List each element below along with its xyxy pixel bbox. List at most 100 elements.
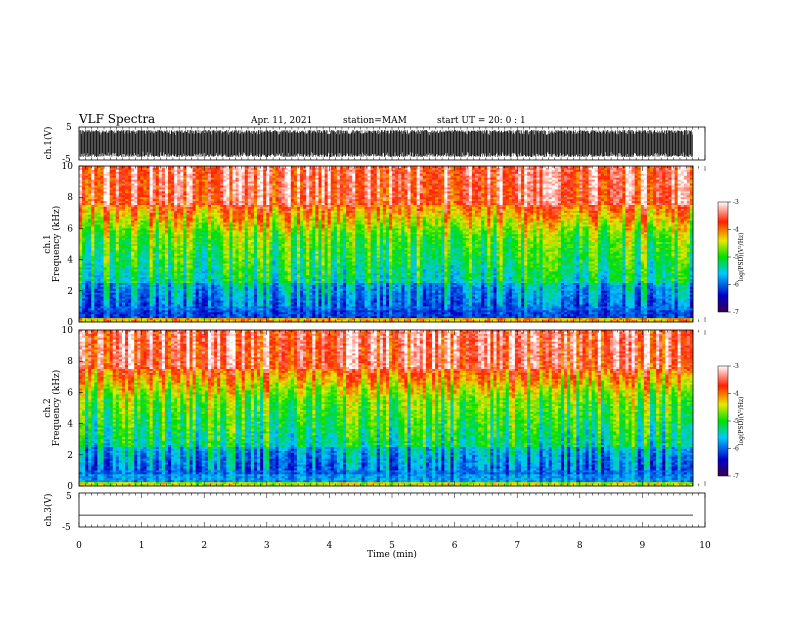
spectrogram-cell — [149, 167, 154, 171]
spectrogram-cell — [180, 199, 184, 202]
spectrogram-cell — [158, 269, 163, 272]
spectrogram-cell — [195, 247, 200, 251]
spectrogram-cell — [155, 169, 160, 173]
spectrogram-cell — [146, 312, 151, 315]
spectrogram-cell — [168, 189, 172, 192]
spectrogram-cell — [155, 257, 160, 260]
spectrogram-cell — [180, 187, 184, 190]
spectrogram-cell — [161, 189, 166, 192]
spectrogram-cell — [168, 290, 172, 294]
spectrogram-cell — [100, 187, 104, 190]
spectrogram-cell — [82, 312, 86, 315]
spectrogram-cell — [189, 310, 193, 313]
spectrogram-cell — [91, 245, 95, 249]
spectrogram-cell — [171, 203, 175, 206]
spectrogram-cell — [177, 210, 181, 214]
spectrogram-cell — [128, 259, 132, 262]
spectrogram-cell — [171, 300, 175, 303]
spectrogram-cell — [91, 197, 95, 200]
spectrogram-cell — [140, 279, 144, 282]
spectrogram-cell — [79, 283, 83, 286]
spectrogram-cell — [125, 208, 129, 212]
spectrogram-cell — [88, 226, 92, 229]
spectrogram-cell — [158, 228, 163, 231]
spectrogram-cell — [106, 230, 111, 233]
spectrogram-cell — [171, 279, 175, 282]
spectrogram-cell — [149, 292, 154, 296]
spectrogram-cell — [115, 206, 120, 210]
spectrogram-cell — [161, 181, 166, 184]
spectrogram-cell — [112, 292, 117, 296]
spectrogram-cell — [134, 175, 138, 179]
spectrogram-cell — [118, 314, 123, 317]
spectrogram-cell — [134, 189, 138, 192]
spectrogram-cell — [158, 294, 163, 298]
spectrogram-cell — [168, 236, 172, 239]
spectrogram-cell — [195, 283, 200, 286]
spectrogram-cell — [137, 300, 141, 303]
spectrogram-cell — [112, 222, 117, 225]
spectrogram-cell — [161, 279, 166, 282]
spectrogram-cell — [164, 296, 169, 299]
spectrogram-cell — [88, 269, 92, 272]
spectrogram-cell — [198, 187, 203, 190]
spectrogram-cell — [100, 222, 104, 225]
spectrogram-cell — [152, 236, 157, 239]
spectrogram-cell — [115, 208, 120, 212]
spectrogram-cell — [100, 267, 104, 270]
spectrogram-cell — [106, 245, 111, 249]
spectrogram-cell — [171, 236, 175, 239]
spectrogram-cell — [91, 306, 95, 309]
spectrogram-cell — [186, 249, 190, 253]
spectrogram-cell — [198, 183, 203, 186]
spectrogram-cell — [115, 283, 120, 286]
spectrogram-cell — [186, 263, 190, 266]
spectrogram-cell — [85, 238, 89, 241]
spectrogram-cell — [158, 167, 163, 171]
spectrogram-cell — [192, 275, 197, 278]
spectrogram-cell — [201, 261, 206, 264]
spectrogram-cell — [152, 185, 157, 188]
spectrogram-cell — [118, 296, 123, 299]
spectrogram-cell — [109, 259, 114, 262]
spectrogram-cell — [152, 220, 157, 223]
spectrogram-cell — [180, 253, 184, 257]
spectrogram-cell — [195, 257, 200, 260]
spectrogram-cell — [85, 187, 89, 190]
spectrogram-cell — [97, 220, 101, 223]
spectrogram-cell — [171, 238, 175, 241]
spectrogram-cell — [164, 247, 169, 251]
spectrogram-cell — [103, 298, 108, 301]
spectrogram-cell — [115, 232, 120, 235]
spectrogram-cell — [79, 277, 83, 280]
spectrogram-cell — [103, 267, 108, 270]
spectrogram-cell — [149, 302, 154, 305]
spectrogram-cell — [118, 242, 123, 245]
spectrogram-cell — [131, 189, 135, 192]
spectrogram-cell — [192, 195, 197, 198]
spectrogram-cell — [137, 181, 141, 184]
spectrogram-cell — [128, 232, 132, 235]
spectrogram-cell — [149, 290, 154, 294]
spectrogram-cell — [146, 175, 151, 179]
spectrogram-cell — [168, 228, 172, 231]
spectrogram-cell — [201, 259, 206, 262]
spectrogram-cell — [103, 247, 108, 251]
spectrogram-cell — [128, 253, 132, 257]
spectrogram-cell — [115, 244, 120, 247]
spectrogram-cell — [201, 179, 206, 182]
spectrogram-cell — [112, 232, 117, 235]
spectrogram-cell — [201, 189, 206, 192]
spectrogram-cell — [140, 203, 144, 206]
spectrogram-cell — [168, 166, 172, 169]
spectrogram-cell — [82, 259, 86, 262]
spectrogram-cell — [79, 175, 83, 179]
spectrogram-cell — [131, 284, 135, 288]
spectrogram-cell — [186, 203, 190, 206]
spectrogram-cell — [103, 175, 108, 179]
spectrogram-cell — [137, 263, 141, 266]
spectrogram-cell — [149, 296, 154, 299]
spectrogram-cell — [115, 261, 120, 264]
spectrogram-cell — [189, 220, 193, 223]
spectrogram-cell — [106, 306, 111, 309]
